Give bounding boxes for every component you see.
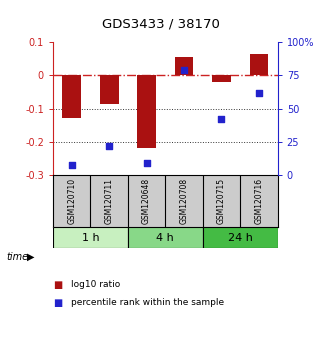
Text: GSM120708: GSM120708 (179, 178, 188, 224)
Text: 1 h: 1 h (82, 233, 99, 242)
Text: 24 h: 24 h (228, 233, 253, 242)
Text: GSM120710: GSM120710 (67, 178, 76, 224)
Text: ■: ■ (53, 280, 62, 290)
Point (144, 160, 149, 166)
Text: GSM120711: GSM120711 (105, 178, 114, 224)
Text: ▶: ▶ (27, 252, 35, 262)
Bar (175, 57, 193, 75)
Bar (62, 75, 81, 119)
Text: time: time (6, 252, 29, 262)
Point (107, 143, 112, 148)
Text: ■: ■ (53, 298, 62, 308)
Text: 4 h: 4 h (156, 233, 174, 242)
Text: log10 ratio: log10 ratio (71, 280, 120, 290)
Text: GSM120715: GSM120715 (217, 178, 226, 224)
Bar (53, 227, 128, 248)
Point (219, 116, 224, 122)
Point (69, 162, 74, 168)
Bar (250, 54, 268, 75)
Text: GSM120648: GSM120648 (142, 178, 151, 224)
Text: GSM120716: GSM120716 (255, 178, 264, 224)
Bar (100, 75, 118, 104)
Bar (128, 227, 203, 248)
Bar (203, 227, 278, 248)
Bar (137, 75, 156, 148)
Point (256, 90, 262, 96)
Text: percentile rank within the sample: percentile rank within the sample (71, 298, 224, 307)
Text: GDS3433 / 38170: GDS3433 / 38170 (101, 17, 220, 30)
Bar (212, 75, 231, 82)
Point (181, 67, 187, 73)
